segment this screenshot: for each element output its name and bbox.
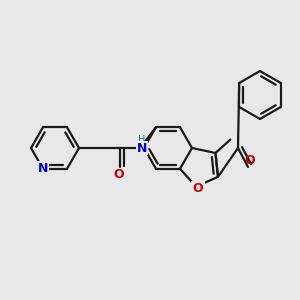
Text: N: N (137, 142, 147, 154)
Text: O: O (114, 169, 124, 182)
Text: O: O (245, 154, 255, 167)
Text: O: O (193, 182, 203, 195)
Text: N: N (38, 162, 48, 175)
Text: H: H (138, 135, 146, 145)
